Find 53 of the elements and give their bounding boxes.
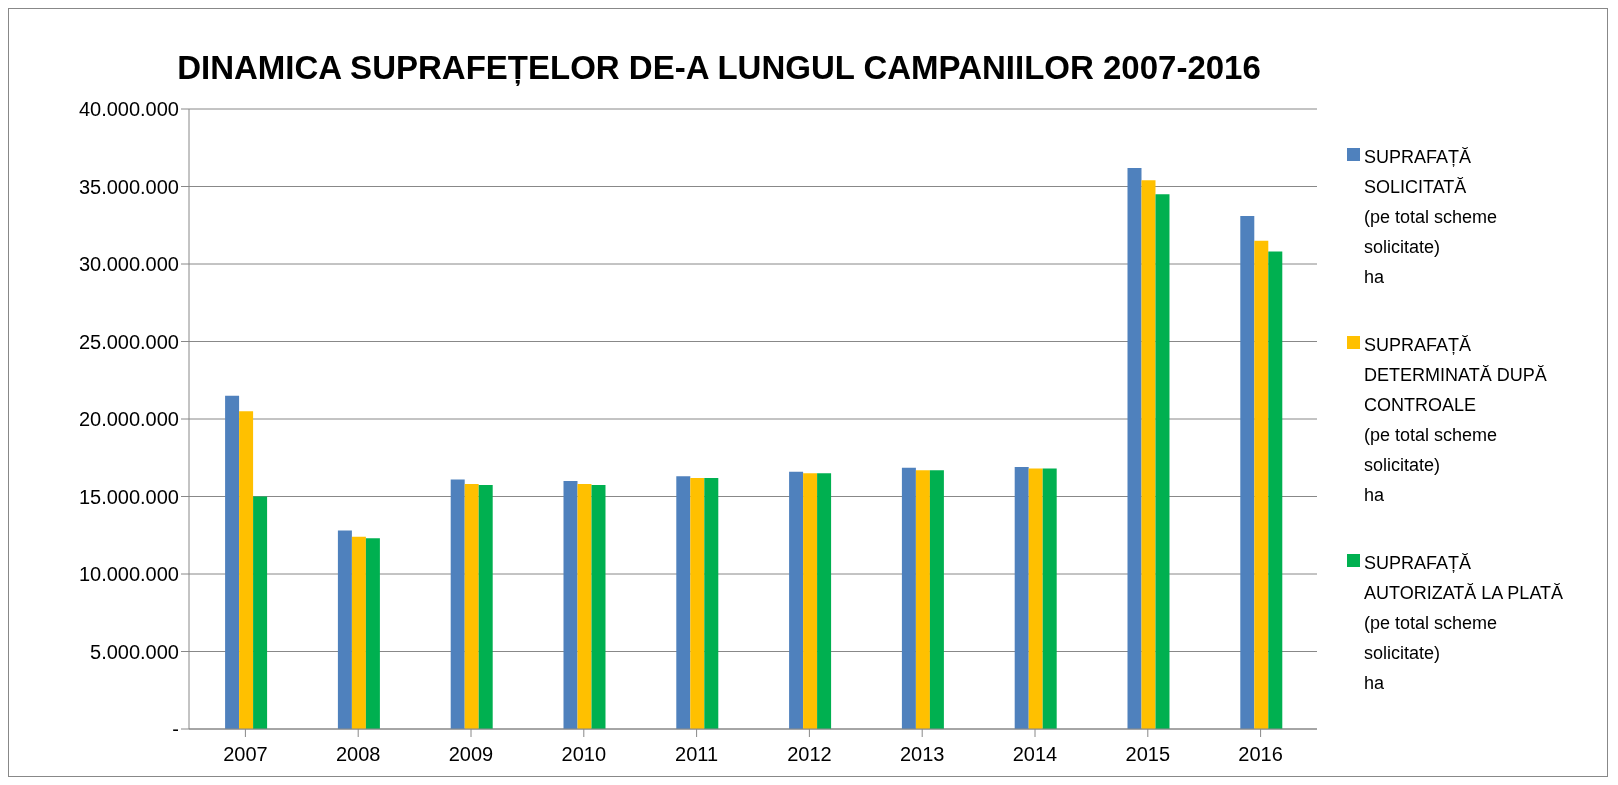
bar	[1268, 251, 1283, 729]
x-tick-label: 2014	[1012, 743, 1058, 766]
bar	[591, 484, 606, 729]
bar	[239, 411, 254, 729]
bar	[365, 538, 380, 729]
bar	[817, 473, 832, 729]
bar	[337, 530, 352, 729]
y-tick-label: 15.000.000	[78, 485, 179, 508]
bar	[464, 484, 479, 729]
x-tick-label: 2008	[335, 743, 381, 766]
y-tick-label: 40.000.000	[78, 98, 179, 121]
bar	[803, 473, 818, 729]
bar	[676, 476, 691, 729]
legend-label: SUPRAFAȚĂ AUTORIZATĂ LA PLATĂ (pe total scheme solicitate) ha	[1364, 552, 1564, 695]
y-tick-label: 35.000.000	[78, 175, 179, 198]
y-tick-label: -	[172, 718, 179, 741]
bar	[450, 479, 465, 729]
x-tick-label: 2011	[675, 743, 719, 766]
bar	[901, 467, 916, 729]
bar	[690, 477, 705, 729]
bar	[704, 477, 719, 729]
legend-label: SUPRAFAȚĂ SOLICITATĂ (pe total scheme solicitate) ha	[1364, 146, 1498, 289]
x-tick-label: 2007	[223, 743, 268, 766]
y-tick-label: 30.000.000	[78, 253, 179, 276]
x-tick-label: 2012	[787, 743, 832, 766]
x-tick-label: 2013	[899, 743, 945, 766]
bar	[577, 484, 592, 729]
x-tick-label: 2009	[448, 743, 494, 766]
bar	[225, 395, 240, 729]
y-tick-label: 10.000.000	[78, 563, 179, 586]
legend-label: SUPRAFAȚĂ DETERMINATĂ DUPĂ CONTROALE (pe total scheme solicitate) ha	[1364, 334, 1547, 507]
y-tick-label: 25.000.000	[78, 330, 179, 353]
bar	[789, 471, 804, 729]
bar	[1240, 215, 1255, 729]
bar	[1028, 468, 1043, 729]
x-tick-label: 2016	[1238, 743, 1283, 766]
x-tick-label: 2015	[1125, 743, 1171, 766]
bar	[915, 470, 930, 729]
bar	[253, 496, 268, 729]
bar	[1141, 180, 1156, 729]
bar	[1127, 167, 1142, 729]
y-tick-label: 20.000.000	[78, 408, 179, 431]
bar	[929, 470, 944, 729]
bar	[1014, 467, 1029, 729]
chart-title: DINAMICA SUPRAFEȚELOR DE-A LUNGUL CAMPANIILOR 2007-2016	[176, 49, 1262, 87]
y-tick-label: 5.000.000	[90, 640, 179, 663]
x-tick-label: 2010	[561, 743, 607, 766]
bar	[1042, 468, 1057, 729]
bar	[351, 536, 366, 729]
bar	[1254, 240, 1269, 729]
bar	[478, 484, 493, 729]
bar	[563, 481, 578, 729]
bar	[1155, 194, 1170, 729]
